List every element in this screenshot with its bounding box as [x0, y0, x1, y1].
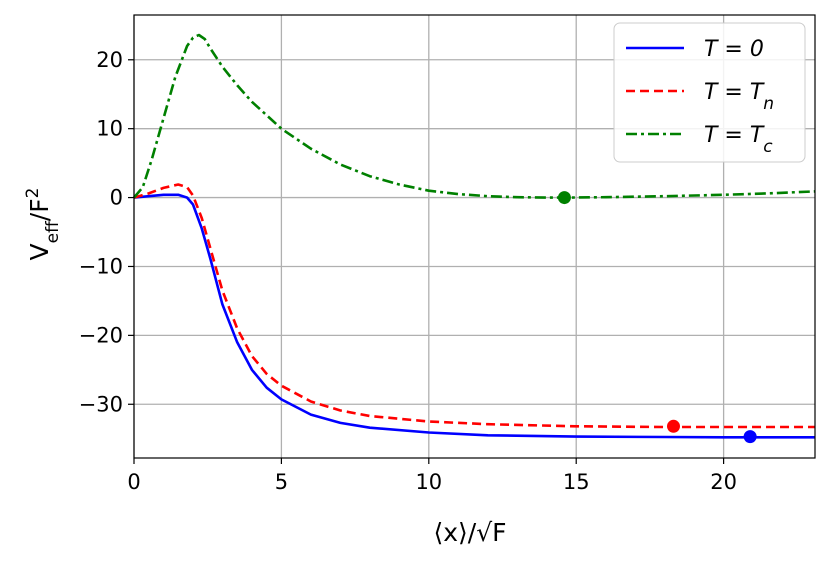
y-tick-label: −30: [79, 392, 123, 416]
y-tick-label: 0: [110, 186, 123, 210]
y-axis-ticks: 20 10 0 −10 −20 −30: [79, 48, 134, 416]
legend-label-3: T = Tc: [704, 123, 773, 157]
legend-label-1: T = 0: [704, 37, 764, 62]
legend-box: [613, 22, 806, 163]
series-marker-3: [557, 191, 571, 205]
x-tick-label: 20: [710, 470, 737, 494]
series-line-1: [133, 193, 815, 439]
x-tick-label: 15: [563, 470, 590, 494]
series-lines: [133, 33, 816, 439]
series-markers: [557, 191, 757, 444]
legend: T = 0 T = Tn T = Tc: [613, 22, 806, 163]
x-tick-label: 10: [415, 470, 442, 494]
series-marker-1: [743, 430, 757, 444]
y-tick-label: −10: [79, 254, 123, 278]
legend-label-2: T = Tn: [704, 80, 774, 114]
grid-lines: [133, 15, 815, 458]
x-axis-ticks: 0 5 10 15 20: [127, 458, 737, 494]
plot-frame: [133, 14, 816, 459]
series-line-2: [133, 183, 815, 429]
series-line-3: [133, 33, 816, 199]
x-axis-label: ⟨x⟩/√F: [433, 518, 506, 547]
y-tick-label: 10: [96, 117, 123, 141]
y-tick-label: −20: [79, 323, 123, 347]
y-axis-label: Veff/F2: [23, 188, 63, 261]
x-tick-label: 5: [275, 470, 288, 494]
x-tick-label: 0: [127, 470, 140, 494]
y-tick-label: 20: [96, 48, 123, 72]
series-marker-2: [666, 419, 680, 433]
